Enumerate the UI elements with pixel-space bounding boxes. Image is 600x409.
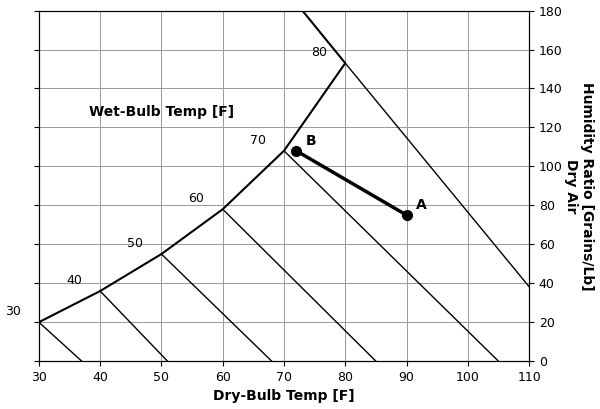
Y-axis label: Humidity Ratio [Grains/Lb]
Dry Air: Humidity Ratio [Grains/Lb] Dry Air (564, 81, 595, 290)
Text: A: A (416, 198, 427, 212)
Text: 60: 60 (188, 192, 205, 205)
X-axis label: Dry-Bulb Temp [F]: Dry-Bulb Temp [F] (213, 389, 355, 403)
Text: 30: 30 (5, 305, 20, 318)
Text: 40: 40 (66, 274, 82, 287)
Text: 50: 50 (127, 237, 143, 250)
Text: 80: 80 (311, 46, 327, 59)
Text: Wet-Bulb Temp [F]: Wet-Bulb Temp [F] (89, 105, 234, 119)
Text: 70: 70 (250, 134, 266, 147)
Text: B: B (305, 134, 316, 148)
